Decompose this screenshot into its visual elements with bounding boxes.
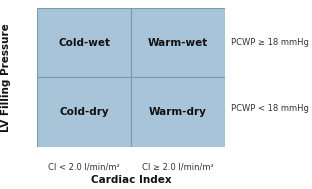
- Text: Warm-dry: Warm-dry: [149, 108, 207, 117]
- Text: CI < 2.0 l/min/m²: CI < 2.0 l/min/m²: [48, 163, 120, 172]
- Text: LV Filling Pressure: LV Filling Pressure: [1, 23, 11, 132]
- Text: Warm-wet: Warm-wet: [148, 38, 208, 47]
- Bar: [37, 77, 131, 147]
- Bar: [131, 8, 225, 77]
- Text: Cardiac Index: Cardiac Index: [91, 175, 171, 185]
- Text: Cold-wet: Cold-wet: [58, 38, 110, 47]
- Bar: [131, 77, 225, 147]
- Text: PCWP < 18 mmHg: PCWP < 18 mmHg: [231, 104, 309, 113]
- Text: CI ≥ 2.0 l/min/m²: CI ≥ 2.0 l/min/m²: [142, 163, 214, 172]
- Bar: [37, 8, 131, 77]
- Text: Cold-dry: Cold-dry: [59, 108, 109, 117]
- Text: PCWP ≥ 18 mmHg: PCWP ≥ 18 mmHg: [231, 38, 309, 47]
